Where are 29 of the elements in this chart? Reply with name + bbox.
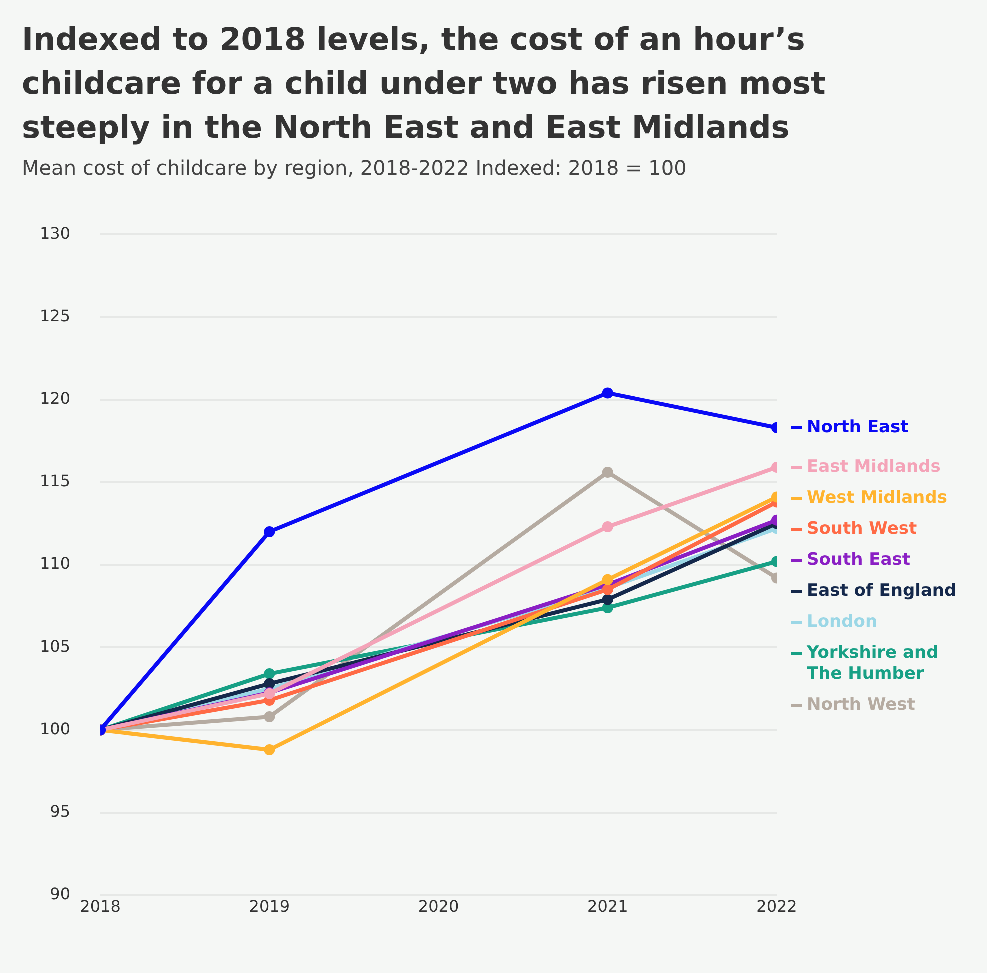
y-tick-label: 130: [40, 224, 71, 243]
legend-label: North East: [807, 417, 909, 438]
legend-label: London: [807, 612, 878, 632]
x-tick-label: 2018: [80, 897, 121, 916]
point: [264, 744, 276, 756]
point: [264, 678, 276, 690]
legend-label: East of England: [807, 580, 957, 601]
x-tick-label: 2021: [588, 897, 628, 916]
y-tick-label: 120: [40, 388, 71, 408]
y-tick-label: 90: [50, 884, 71, 904]
y-tick-label: 110: [40, 554, 71, 574]
chart-subtitle: Mean cost of childcare by region, 2018-2022 Indexed: 2018 = 100: [22, 156, 687, 180]
chart-title: Indexed to 2018 levels, the cost of an hour’s childcare for a child under two has risen most steeply in the North East and East Midlands: [22, 21, 827, 148]
x-tick-label: 2020: [418, 897, 460, 916]
y-tick-label: 115: [40, 472, 71, 491]
legend-label: West Midlands: [807, 488, 948, 508]
legend-label: South East: [807, 550, 911, 570]
x-tick-label: 2019: [249, 897, 290, 916]
y-tick-label: 100: [40, 719, 71, 738]
legend-label: East Midlands: [807, 456, 941, 477]
point: [264, 668, 276, 680]
point: [264, 711, 276, 722]
x-tick-label: 2022: [756, 897, 798, 916]
y-tick-label: 95: [50, 802, 71, 821]
y-tick-label: 125: [40, 306, 71, 326]
legend-label: North West: [807, 694, 916, 715]
legend-label: Yorkshire and The Humber: [806, 642, 939, 684]
y-tick-label: 105: [40, 636, 71, 656]
legend-label: South West: [807, 518, 918, 539]
